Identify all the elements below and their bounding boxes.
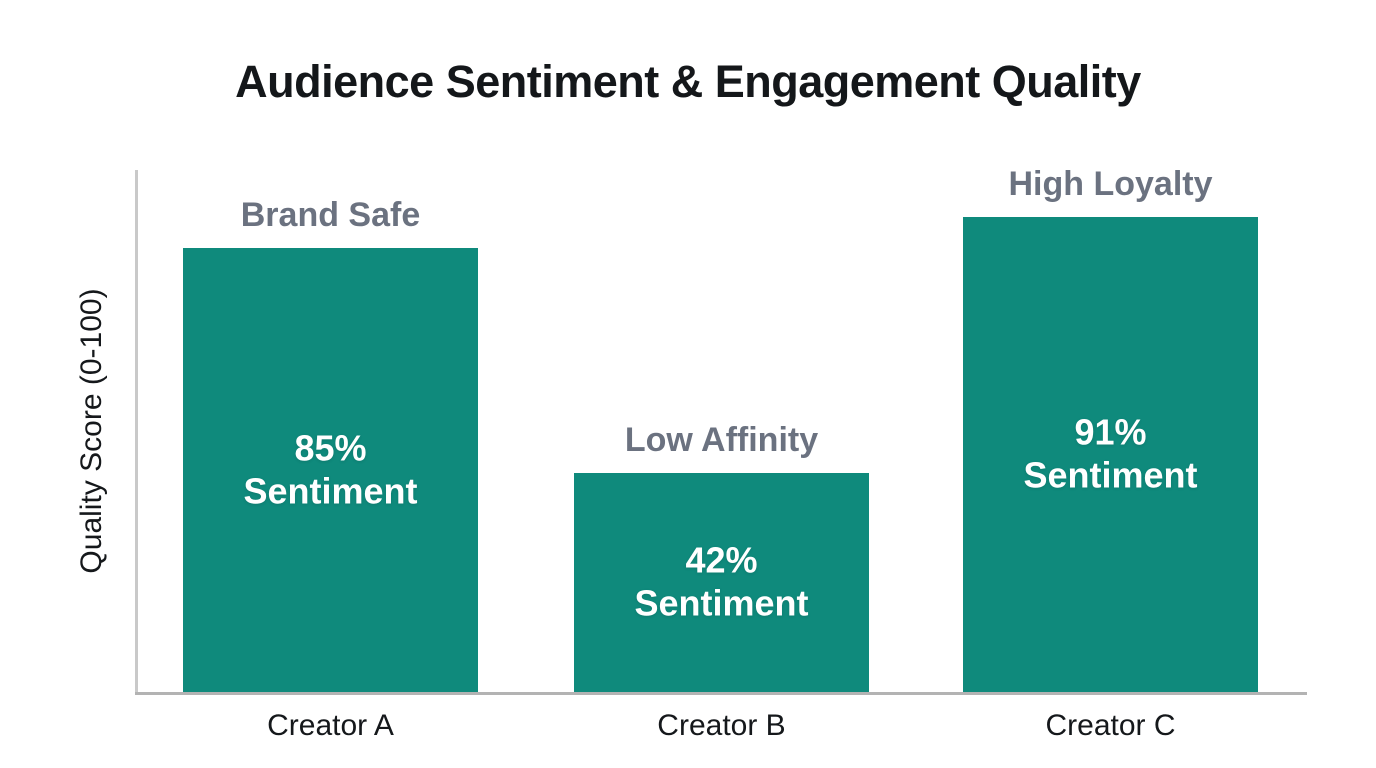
bar-group-creator-b: Low Affinity 42% Sentiment Creator B: [574, 170, 869, 742]
y-axis-line: [135, 170, 138, 692]
bar-value-sublabel: Sentiment: [243, 470, 418, 512]
x-tick-label-creator-a: Creator A: [267, 709, 394, 742]
bar-annotation-creator-a: Brand Safe: [240, 196, 421, 235]
chart-title: Audience Sentiment & Engagement Quality: [235, 56, 1141, 107]
bar-creator-c: High Loyalty 91% Sentiment: [963, 165, 1258, 692]
bar-annotation-creator-b: Low Affinity: [624, 420, 819, 459]
bar-value-sublabel: Sentiment: [634, 582, 809, 624]
bar-annotation-creator-c: High Loyalty: [1008, 164, 1213, 203]
bar-value-percent: 42%: [685, 539, 758, 581]
bar-value-label-creator-c: 91% Sentiment: [1023, 412, 1197, 497]
bar-group-creator-a: Brand Safe 85% Sentiment Creator A: [183, 170, 478, 742]
plot-area: Brand Safe 85% Sentiment Creator A Low A…: [135, 165, 1307, 742]
bar-value-label-creator-b: 42% Sentiment: [634, 540, 808, 625]
bar-creator-a: Brand Safe 85% Sentiment: [183, 196, 478, 692]
x-tick-label-creator-c: Creator C: [1045, 709, 1176, 742]
bar-group-creator-c: High Loyalty 91% Sentiment Creator C: [963, 165, 1258, 742]
x-axis-line: [135, 692, 1307, 695]
bar-creator-b: Low Affinity 42% Sentiment: [574, 421, 869, 692]
y-axis-label: Quality Score (0-100): [75, 288, 108, 574]
x-tick-label-creator-b: Creator B: [657, 709, 786, 742]
bar-value-sublabel: Sentiment: [1023, 454, 1198, 496]
bar-value-label-creator-a: 85% Sentiment: [243, 428, 417, 513]
bar-value-percent: 91%: [1074, 412, 1147, 454]
bar-value-percent: 85%: [294, 427, 367, 469]
